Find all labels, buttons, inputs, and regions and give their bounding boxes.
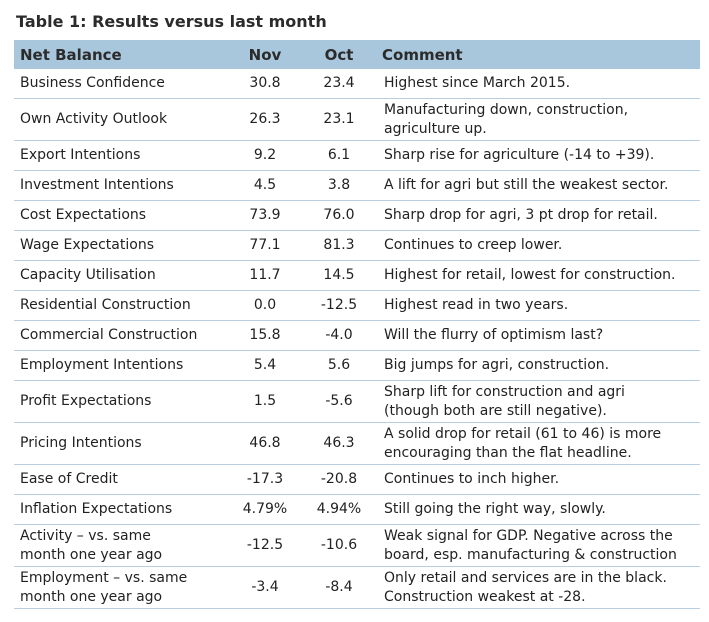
row-oct-value: -20.8 <box>302 464 376 495</box>
row-nov-value: 30.8 <box>228 69 302 99</box>
row-oct-value: 76.0 <box>302 200 376 231</box>
table-header-row: Net Balance Nov Oct Comment <box>14 40 700 69</box>
row-oct-value: 6.1 <box>302 140 376 171</box>
row-nov-value: 9.2 <box>228 140 302 171</box>
table-row: Pricing Intentions 46.8 46.3 A solid dro… <box>14 422 700 465</box>
row-label: Capacity Utilisation <box>14 260 228 291</box>
row-label: Cost Expectations <box>14 200 228 231</box>
row-label: Own Activity Outlook <box>14 98 228 141</box>
table-row: Employment Intentions 5.4 5.6 Big jumps … <box>14 350 700 381</box>
row-nov-value: -17.3 <box>228 464 302 495</box>
row-comment: Highest for retail, lowest for construct… <box>376 260 700 291</box>
row-oct-value: 23.4 <box>302 69 376 99</box>
table-row: Commercial Construction 15.8 -4.0 Will t… <box>14 320 700 351</box>
row-comment: Will the flurry of optimism last? <box>376 320 700 351</box>
table-row: Export Intentions 9.2 6.1 Sharp rise for… <box>14 140 700 171</box>
row-comment: Continues to inch higher. <box>376 464 700 495</box>
header-oct: Oct <box>302 40 376 69</box>
row-oct-value: 23.1 <box>302 98 376 141</box>
row-comment: Weak signal for GDP. Negative across the… <box>376 524 700 567</box>
row-nov-value: 4.79% <box>228 494 302 525</box>
row-nov-value: 1.5 <box>228 380 302 423</box>
row-label: Commercial Construction <box>14 320 228 351</box>
row-oct-value: -12.5 <box>302 290 376 321</box>
row-oct-value: 3.8 <box>302 170 376 201</box>
row-comment: Sharp drop for agri, 3 pt drop for retai… <box>376 200 700 231</box>
table-row: Business Confidence 30.8 23.4 Highest si… <box>14 69 700 99</box>
row-oct-value: 81.3 <box>302 230 376 261</box>
row-oct-value: -10.6 <box>302 524 376 567</box>
row-comment: Manufacturing down, construction, agricul… <box>376 98 700 141</box>
row-comment: Sharp rise for agriculture (-14 to +39). <box>376 140 700 171</box>
header-comment: Comment <box>376 40 700 69</box>
row-label: Employment – vs. same month one year ago <box>14 566 228 609</box>
row-nov-value: 5.4 <box>228 350 302 381</box>
row-comment: Big jumps for agri, construction. <box>376 350 700 381</box>
row-label: Wage Expectations <box>14 230 228 261</box>
row-comment: Sharp lift for construction and agri (tho… <box>376 380 700 423</box>
results-table: Net Balance Nov Oct Comment Business Con… <box>14 40 700 609</box>
table-row: Activity – vs. same month one year ago -1… <box>14 524 700 567</box>
row-label: Activity – vs. same month one year ago <box>14 524 228 567</box>
row-nov-value: 15.8 <box>228 320 302 351</box>
row-nov-value: -12.5 <box>228 524 302 567</box>
row-label: Profit Expectations <box>14 380 228 423</box>
table-row: Capacity Utilisation 11.7 14.5 Highest f… <box>14 260 700 291</box>
row-label: Pricing Intentions <box>14 422 228 465</box>
row-nov-value: 11.7 <box>228 260 302 291</box>
row-nov-value: 77.1 <box>228 230 302 261</box>
header-net-balance: Net Balance <box>14 40 228 69</box>
row-comment: Only retail and services are in the blac… <box>376 566 700 609</box>
row-comment: A lift for agri but still the weakest se… <box>376 170 700 201</box>
row-comment: Highest since March 2015. <box>376 69 700 99</box>
table-row: Employment – vs. same month one year ago … <box>14 566 700 609</box>
row-oct-value: 14.5 <box>302 260 376 291</box>
row-oct-value: 46.3 <box>302 422 376 465</box>
table-row: Profit Expectations 1.5 -5.6 Sharp lift … <box>14 380 700 423</box>
row-label: Residential Construction <box>14 290 228 321</box>
row-oct-value: -5.6 <box>302 380 376 423</box>
row-nov-value: 4.5 <box>228 170 302 201</box>
table-row: Investment Intentions 4.5 3.8 A lift for… <box>14 170 700 201</box>
row-nov-value: 0.0 <box>228 290 302 321</box>
header-nov: Nov <box>228 40 302 69</box>
table-row: Ease of Credit -17.3 -20.8 Continues to … <box>14 464 700 495</box>
table-row: Own Activity Outlook 26.3 23.1 Manufactu… <box>14 98 700 141</box>
row-nov-value: 46.8 <box>228 422 302 465</box>
row-label: Export Intentions <box>14 140 228 171</box>
row-nov-value: -3.4 <box>228 566 302 609</box>
table-row: Cost Expectations 73.9 76.0 Sharp drop f… <box>14 200 700 231</box>
row-comment: Still going the right way, slowly. <box>376 494 700 525</box>
row-nov-value: 26.3 <box>228 98 302 141</box>
row-label: Ease of Credit <box>14 464 228 495</box>
table-title: Table 1: Results versus last month <box>16 12 327 31</box>
row-label: Employment Intentions <box>14 350 228 381</box>
table-row: Wage Expectations 77.1 81.3 Continues to… <box>14 230 700 261</box>
table-row: Inflation Expectations 4.79% 4.94% Still… <box>14 494 700 525</box>
row-label: Investment Intentions <box>14 170 228 201</box>
row-nov-value: 73.9 <box>228 200 302 231</box>
row-comment: Continues to creep lower. <box>376 230 700 261</box>
row-label: Business Confidence <box>14 69 228 99</box>
row-comment: Highest read in two years. <box>376 290 700 321</box>
row-oct-value: 5.6 <box>302 350 376 381</box>
table-row: Residential Construction 0.0 -12.5 Highe… <box>14 290 700 321</box>
row-oct-value: -8.4 <box>302 566 376 609</box>
row-oct-value: 4.94% <box>302 494 376 525</box>
row-label: Inflation Expectations <box>14 494 228 525</box>
row-comment: A solid drop for retail (61 to 46) is mo… <box>376 422 700 465</box>
row-oct-value: -4.0 <box>302 320 376 351</box>
